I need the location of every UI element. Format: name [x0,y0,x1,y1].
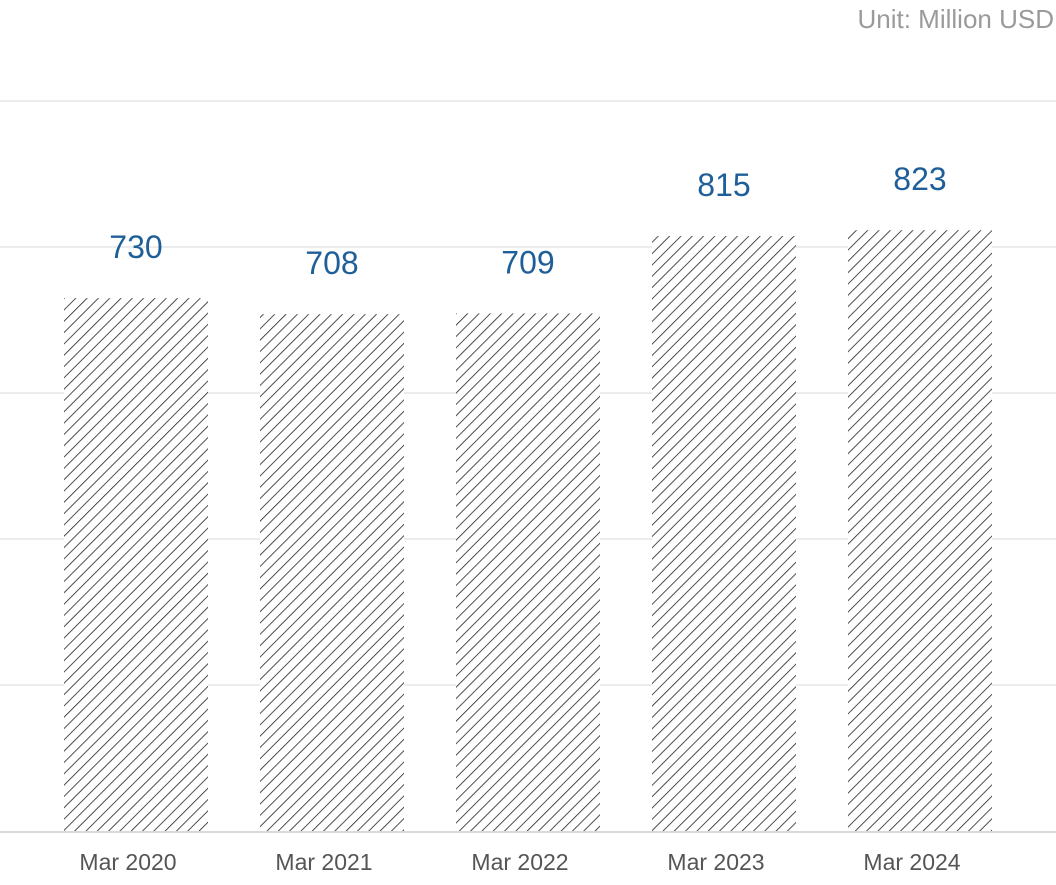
bar-mar-2024 [848,230,992,831]
value-label: 708 [305,245,358,281]
x-tick-label: Mar 2024 [863,849,960,875]
value-labels: 730 708 709 815 823 [109,161,946,281]
bar-mar-2023 [652,236,796,832]
value-label: 823 [893,161,946,197]
bar-mar-2022 [456,313,600,831]
x-tick-label: Mar 2023 [667,849,764,875]
value-label: 709 [501,244,554,280]
value-label: 815 [697,167,750,203]
unit-label: Unit: Million USD [857,4,1055,34]
x-tick-label: Mar 2021 [275,849,372,875]
bars [64,230,992,832]
bar-mar-2020 [64,298,208,832]
bar-mar-2021 [260,314,404,831]
x-tick-label: Mar 2020 [79,849,176,875]
x-axis: Mar 2020 Mar 2021 Mar 2022 Mar 2023 Mar 2024 [0,831,1056,875]
value-label: 730 [109,229,162,265]
x-tick-label: Mar 2022 [471,849,568,875]
